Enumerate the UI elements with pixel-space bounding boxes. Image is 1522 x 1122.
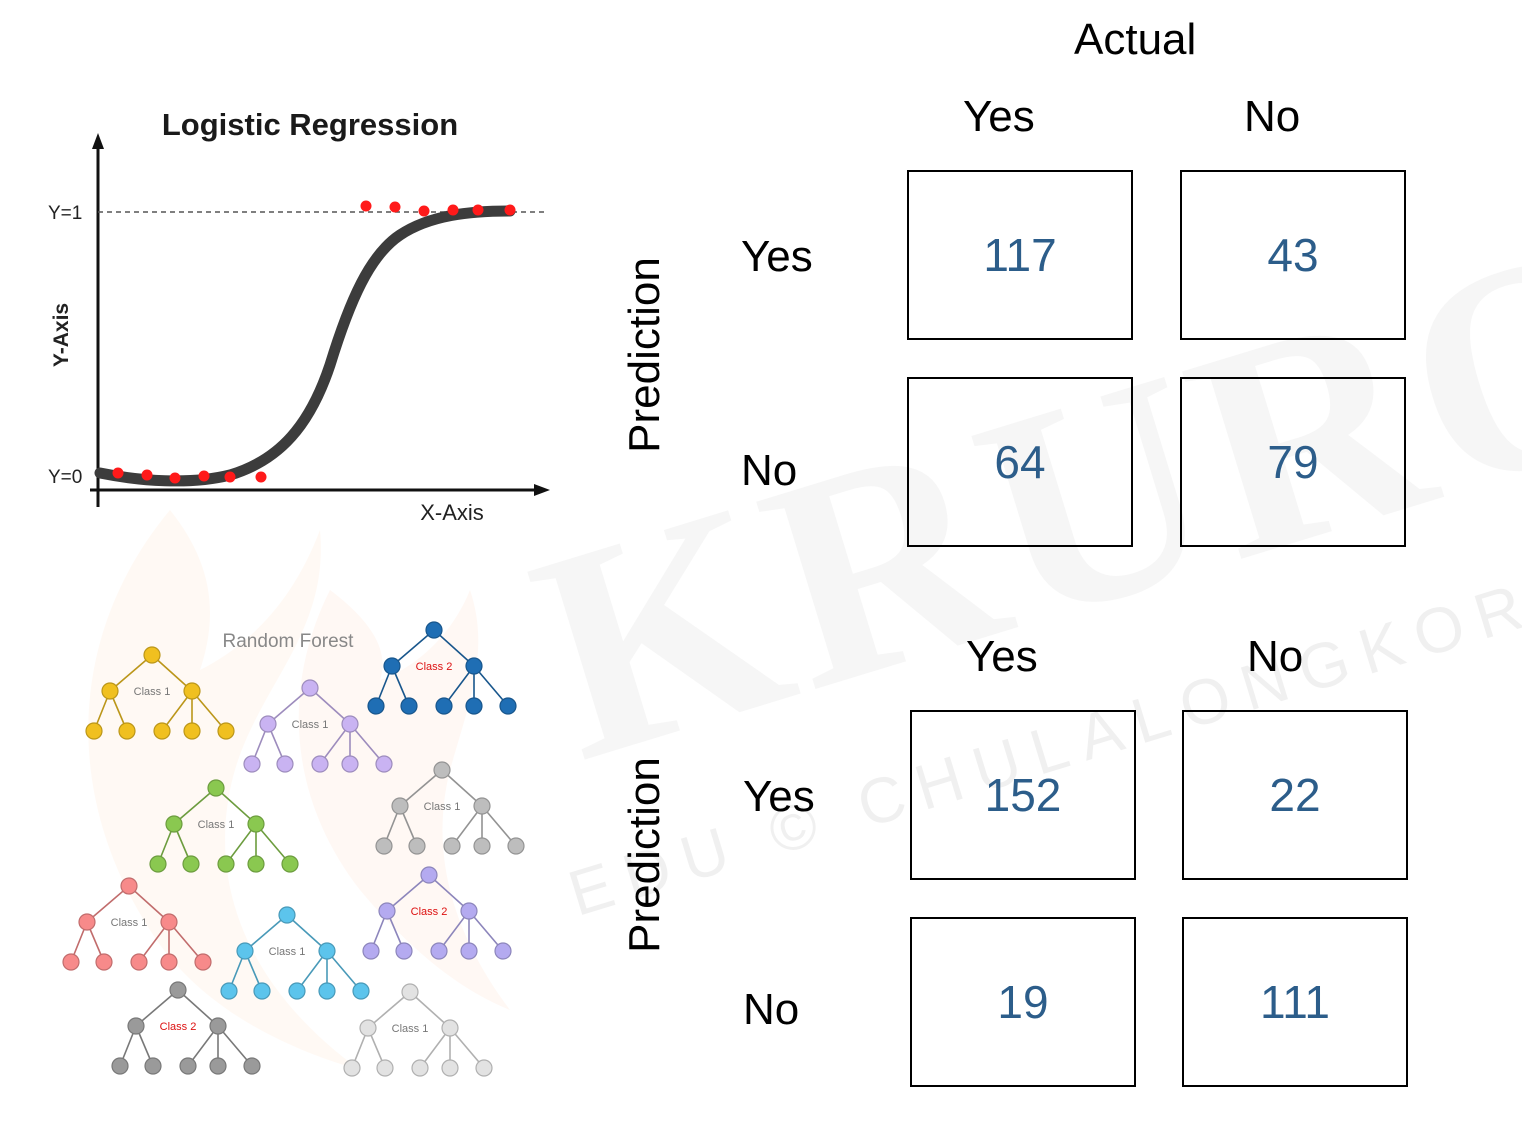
- bottom-row-yes: Yes: [743, 772, 815, 821]
- x-axis-label: X-Axis: [420, 500, 484, 525]
- bottom-col-yes: Yes: [966, 632, 1038, 681]
- tree-1: Class 1: [85, 646, 235, 740]
- tree-class-label: Class 2: [160, 1021, 197, 1033]
- tree-class-label: Class 1: [269, 946, 306, 958]
- x-axis-arrow: [534, 484, 550, 496]
- top-row-yes: Yes: [741, 232, 813, 281]
- logistic-regression-chart: Logistic Regression Y=1 Y=0 Y-Axis X-Axi…: [48, 107, 550, 525]
- tree-class-label: Class 1: [134, 686, 171, 698]
- tree-class-label: Class 1: [111, 917, 148, 929]
- top-cell-false-positive: 43: [1180, 170, 1406, 340]
- tree-9: Class 2: [111, 981, 261, 1075]
- bottom-col-no: No: [1247, 632, 1304, 681]
- y-axis-label: Y-Axis: [50, 303, 73, 367]
- actual-label: Actual: [1074, 15, 1197, 64]
- bottom-cell-false-positive: 22: [1182, 710, 1408, 880]
- tree-class-label: Class 2: [411, 906, 448, 918]
- tree-class-label: Class 1: [292, 719, 329, 731]
- sigmoid-curve: [94, 205, 516, 487]
- top-cell-true-positive: 117: [907, 170, 1133, 340]
- y-axis-arrow: [92, 133, 104, 149]
- top-prediction-label: Prediction: [620, 257, 669, 453]
- tree-class-label: Class 1: [198, 819, 235, 831]
- tree-class-label: Class 1: [392, 1023, 429, 1035]
- bottom-cell-false-negative: 19: [910, 917, 1136, 1087]
- top-cell-false-negative: 64: [907, 377, 1133, 547]
- y1-label: Y=1: [48, 203, 82, 224]
- tree-2: Class 2: [367, 621, 517, 715]
- red-points: [112, 200, 516, 484]
- top-col-no: No: [1244, 92, 1301, 141]
- bottom-row-no: No: [743, 985, 800, 1034]
- tree-8: Class 1: [220, 906, 370, 1000]
- bottom-prediction-label: Prediction: [620, 757, 669, 953]
- bottom-cell-true-negative: 111: [1182, 917, 1408, 1087]
- tree-class-label: Class 1: [424, 801, 461, 813]
- lr-title: Logistic Regression: [162, 107, 458, 142]
- tree-7: Class 1: [62, 877, 212, 971]
- tree-6: Class 2: [362, 866, 512, 960]
- top-col-yes: Yes: [963, 92, 1035, 141]
- tree-4: Class 1: [149, 779, 299, 873]
- tree-3: Class 1: [243, 679, 393, 773]
- tree-5: Class 1: [375, 761, 525, 855]
- random-forest-diagram: Random Forest Class 1 Class 2 Class 1 Class…: [62, 621, 525, 1077]
- random-forest-title: Random Forest: [223, 631, 355, 652]
- tree-10: Class 1: [343, 983, 493, 1077]
- tree-class-label: Class 2: [416, 661, 453, 673]
- bottom-cell-true-positive: 152: [910, 710, 1136, 880]
- top-row-no: No: [741, 446, 798, 495]
- y0-label: Y=0: [48, 467, 82, 488]
- top-cell-true-negative: 79: [1180, 377, 1406, 547]
